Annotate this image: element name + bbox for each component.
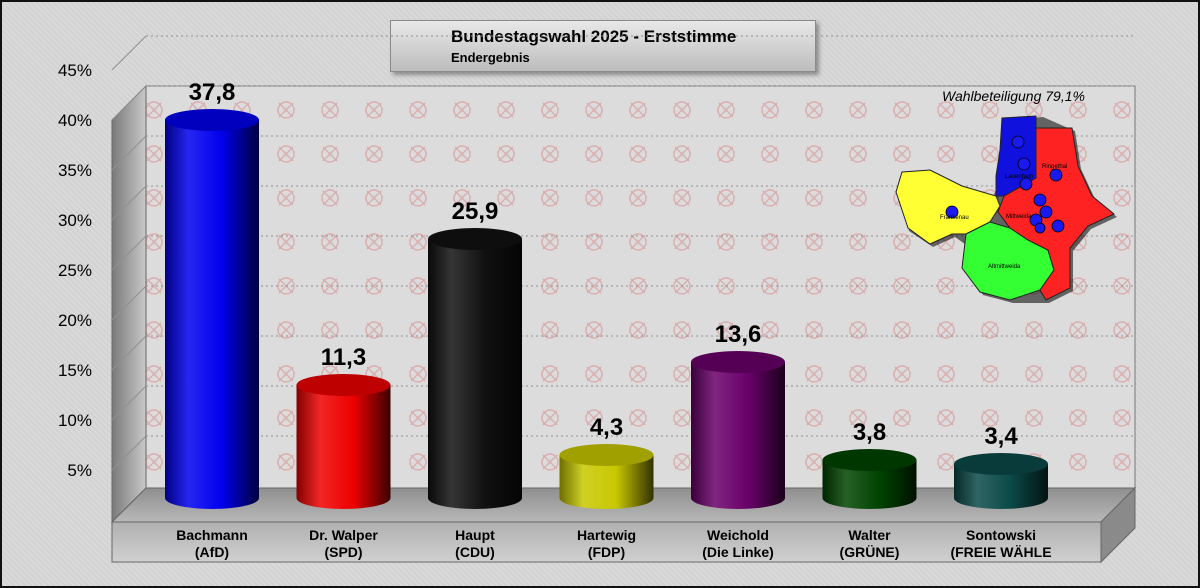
chart-subtitle: Endergebnis [451,50,530,65]
bar-body [559,455,654,509]
y-tick-label: 45% [58,61,92,80]
bar-body [428,239,522,509]
bar [428,228,522,509]
map-markers [945,135,1065,234]
gridline-side [111,435,147,471]
data-label: 25,9 [452,198,499,225]
gridline-side [111,385,147,421]
bar-body [165,120,259,509]
data-label: 4,3 [590,414,623,441]
gridline-side [111,185,147,221]
y-tick-label: 30% [58,211,92,230]
category-label: (Die Linke) [702,544,774,560]
category-label: Weichold [707,527,769,543]
gridline-side [111,285,147,321]
category-label: (CDU) [455,544,495,560]
category-label: Walter [848,527,891,543]
category-strip-side [1100,486,1136,564]
map-label-ringethal: Ringethal [1042,164,1067,170]
category-label: (GRÜNE) [840,544,900,560]
data-label: 11,3 [321,344,366,371]
category-label: (AfD) [195,544,229,560]
category-label: (FDP) [588,544,625,560]
gridline-side [111,335,147,371]
bar-top [165,109,259,131]
title-box: Bundestagswahl 2025 - Erststimme Enderge… [390,20,816,72]
category-label: Bachmann [176,527,248,543]
gridline-side [111,35,147,71]
bar [954,453,1048,509]
gridline-side [111,135,147,171]
bar [165,109,259,509]
y-tick-label: 10% [58,411,92,430]
bar [691,351,785,509]
bar-top [954,453,1048,475]
y-tick-label: 40% [58,111,92,130]
category-label: Hartewig [577,527,636,543]
data-label: 3,4 [984,423,1018,450]
y-tick-label: 5% [67,461,92,480]
map-region-red [997,127,1115,301]
map-region-blue [995,115,1037,197]
y-tick-label: 20% [58,311,92,330]
map-label-lauenhain: Lauenhain [1005,174,1033,180]
gridline-side [111,235,147,271]
data-label: 3,8 [853,419,886,446]
y-tick-label: 25% [58,261,92,280]
category-label: (SPD) [324,544,362,560]
category-label: Dr. Walper [309,527,378,543]
bar [296,374,391,509]
y-tick-label: 35% [58,161,92,180]
data-label: 37,8 [189,79,236,106]
bar-top [559,444,654,466]
y-tick-label: 15% [58,361,92,380]
bar-body [954,464,1048,509]
category-strip [111,521,1102,563]
bar-top [822,449,917,471]
chart-title: Bundestagswahl 2025 - Erststimme [451,27,737,46]
map-label-altmittweida: Altmittweida [988,264,1021,270]
category-label: (FREIE WÄHLE [950,544,1051,560]
bar [559,444,654,509]
turnout-label: Wahlbeteiligung 79,1% [942,88,1085,104]
bar-top [296,374,391,396]
bar-body [296,385,391,509]
map-label-mittweida: Mittweida [1006,214,1032,220]
bar-top [691,351,785,373]
category-label: Sontowski [966,527,1036,543]
bar-body [691,362,785,509]
category-label: Haupt [455,527,495,543]
bar-body [822,460,917,509]
gridline-side [111,85,147,121]
bar [822,449,917,509]
bar-top [428,228,522,250]
map-label-frankenau: Frankenau [940,215,969,221]
data-label: 13,6 [715,321,762,348]
